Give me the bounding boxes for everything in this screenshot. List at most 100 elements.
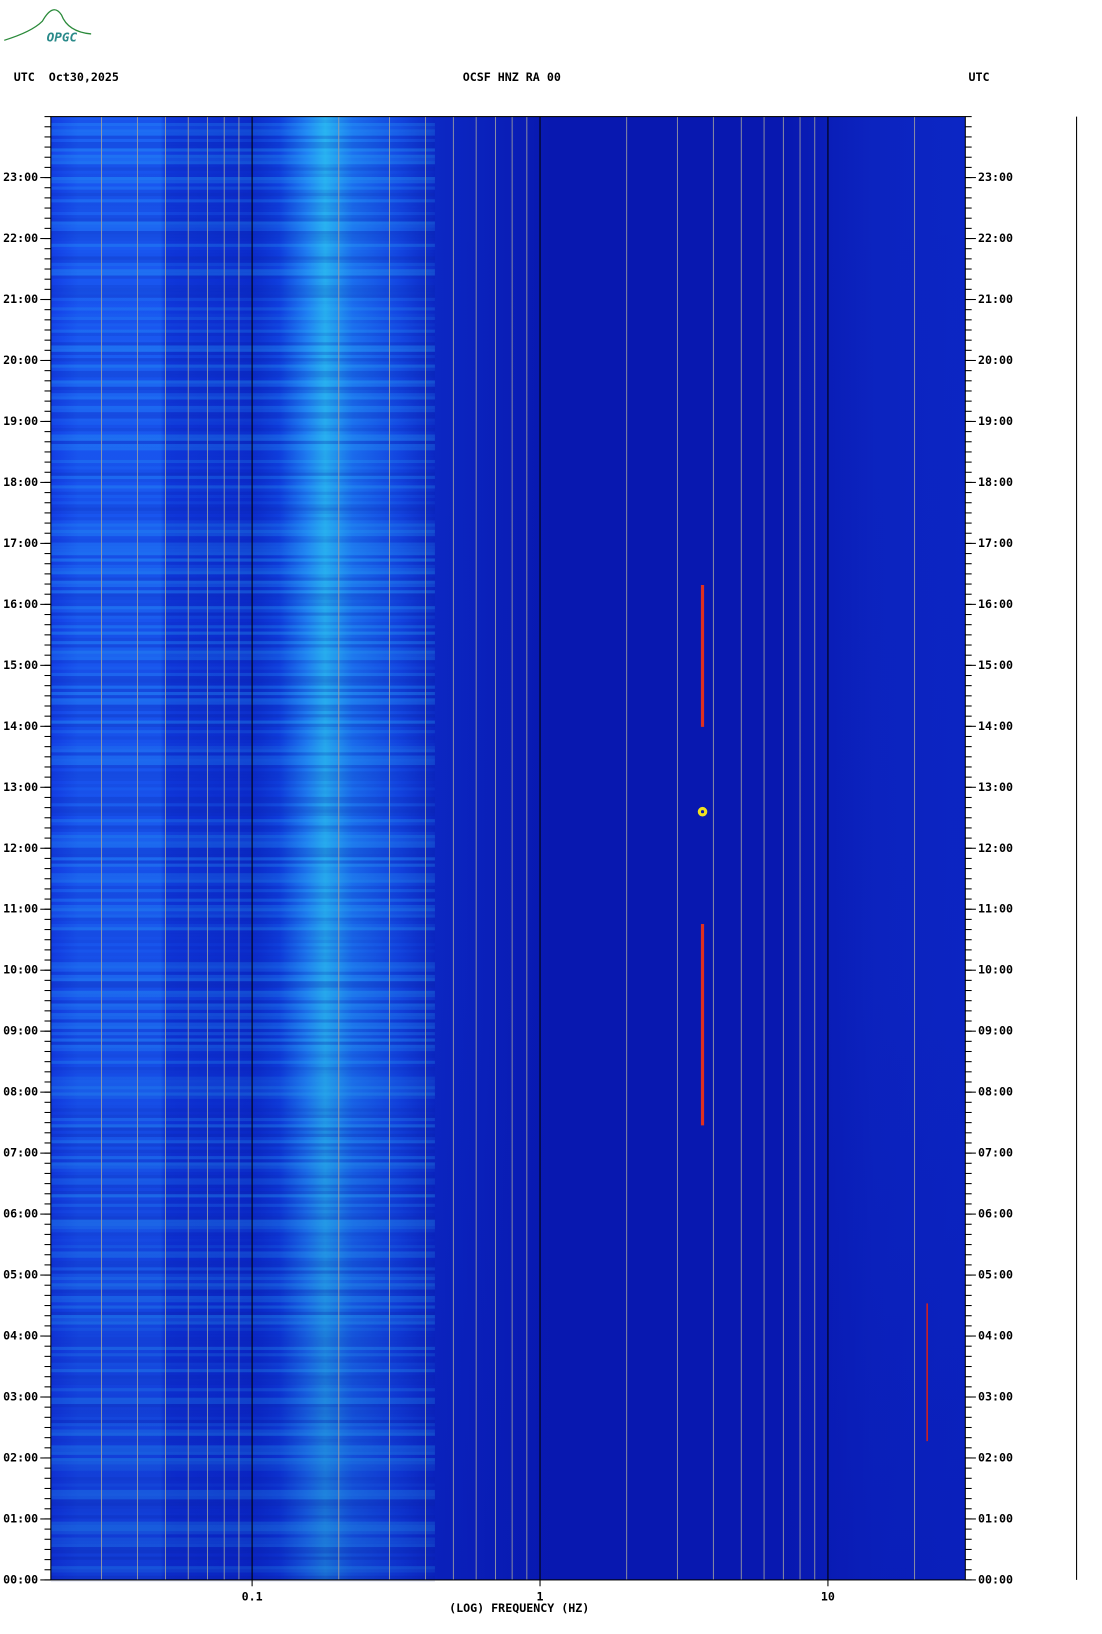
- texture-row: [50, 1092, 435, 1096]
- texture-row: [50, 974, 435, 979]
- texture-row: [50, 1003, 435, 1007]
- texture-row: [51, 943, 435, 946]
- texture-row: [50, 269, 435, 273]
- texture-row: [50, 1305, 435, 1309]
- texture-row: [50, 351, 435, 356]
- texture-row: [50, 914, 435, 918]
- texture-row: [50, 424, 435, 429]
- texture-row: [50, 189, 435, 193]
- texture-row: [50, 523, 435, 527]
- y-tick-label: 18:00: [3, 475, 38, 489]
- texture-row: [50, 746, 435, 750]
- y-tick-label: 22:00: [978, 231, 1013, 245]
- texture-row: [50, 1082, 435, 1087]
- texture-row: [50, 199, 435, 203]
- texture-row: [50, 148, 435, 152]
- texture-row: [50, 437, 435, 441]
- y-tick-label: 17:00: [3, 536, 38, 550]
- texture-row: [50, 389, 435, 394]
- y-tick-label: 06:00: [3, 1207, 38, 1221]
- texture-row: [51, 1058, 435, 1061]
- texture-row: [50, 227, 435, 232]
- texture-row: [50, 1381, 435, 1385]
- texture-row: [50, 1321, 435, 1325]
- y-tick-label: 19:00: [3, 414, 38, 428]
- texture-row: [50, 765, 435, 769]
- texture-row: [50, 1219, 435, 1223]
- texture-row: [50, 345, 435, 349]
- texture-row: [50, 682, 435, 686]
- texture-row: [50, 978, 435, 982]
- texture-row: [51, 489, 435, 492]
- texture-row: [50, 1404, 435, 1408]
- y-tick-label: 02:00: [978, 1450, 1013, 1464]
- texture-row: [51, 768, 435, 771]
- texture-row: [50, 1035, 435, 1039]
- texture-row: [51, 304, 435, 307]
- texture-row: [50, 459, 435, 464]
- texture-row: [51, 1474, 435, 1477]
- texture-row: [50, 291, 435, 295]
- texture-row: [50, 358, 435, 362]
- texture-row: [51, 1334, 435, 1337]
- texture-row: [51, 1394, 435, 1397]
- texture-row: [50, 796, 435, 801]
- texture-row: [50, 122, 435, 127]
- y-tick-label: 07:00: [978, 1146, 1013, 1160]
- texture-row: [50, 1032, 435, 1036]
- texture-row: [50, 215, 435, 219]
- texture-row: [51, 1073, 435, 1076]
- texture-row: [51, 1147, 435, 1150]
- texture-row: [50, 393, 435, 397]
- texture-row: [51, 867, 435, 870]
- texture-row: [50, 701, 435, 705]
- y-tick-label: 21:00: [3, 292, 38, 306]
- texture-row: [50, 1264, 435, 1268]
- texture-row: [51, 949, 435, 952]
- texture-row: [50, 1550, 435, 1554]
- y-tick-label: 17:00: [978, 536, 1013, 550]
- texture-row: [50, 1556, 435, 1560]
- texture-row: [50, 1458, 435, 1462]
- texture-row: [51, 619, 435, 622]
- texture-row: [50, 971, 435, 975]
- y-tick-label: 13:00: [978, 780, 1013, 794]
- texture-row: [50, 882, 435, 886]
- texture-row: [50, 1213, 435, 1217]
- texture-row: [50, 637, 435, 642]
- texture-row: [50, 755, 435, 759]
- texture-row: [50, 1547, 435, 1551]
- texture-row: [50, 1315, 435, 1319]
- texture-row: [50, 1254, 435, 1258]
- texture-row: [50, 1216, 435, 1220]
- texture-row: [50, 1248, 435, 1252]
- texture-row: [50, 911, 435, 915]
- texture-row: [50, 634, 435, 638]
- texture-row: [51, 717, 435, 720]
- texture-row: [50, 1229, 435, 1233]
- texture-row: [51, 1356, 435, 1359]
- texture-row: [50, 869, 435, 874]
- texture-row: [50, 863, 435, 867]
- texture-row: [50, 202, 435, 206]
- texture-row: [50, 593, 435, 597]
- texture-row: [50, 1267, 435, 1271]
- texture-row: [50, 1445, 435, 1449]
- texture-row: [50, 958, 435, 963]
- texture-row: [51, 457, 435, 460]
- texture-row: [50, 812, 435, 816]
- texture-row: [50, 777, 435, 781]
- texture-row: [50, 1276, 435, 1281]
- texture-row: [50, 1461, 435, 1465]
- texture-row: [51, 1099, 435, 1102]
- texture-row: [51, 1455, 435, 1458]
- texture-row: [50, 1273, 435, 1277]
- texture-row: [50, 1038, 435, 1042]
- texture-row: [50, 939, 435, 944]
- y-tick-label: 00:00: [3, 1572, 38, 1586]
- texture-row: [50, 485, 435, 489]
- texture-row: [51, 1105, 435, 1108]
- texture-row: [50, 1400, 435, 1405]
- texture-row: [50, 1531, 435, 1535]
- texture-row: [50, 1423, 435, 1427]
